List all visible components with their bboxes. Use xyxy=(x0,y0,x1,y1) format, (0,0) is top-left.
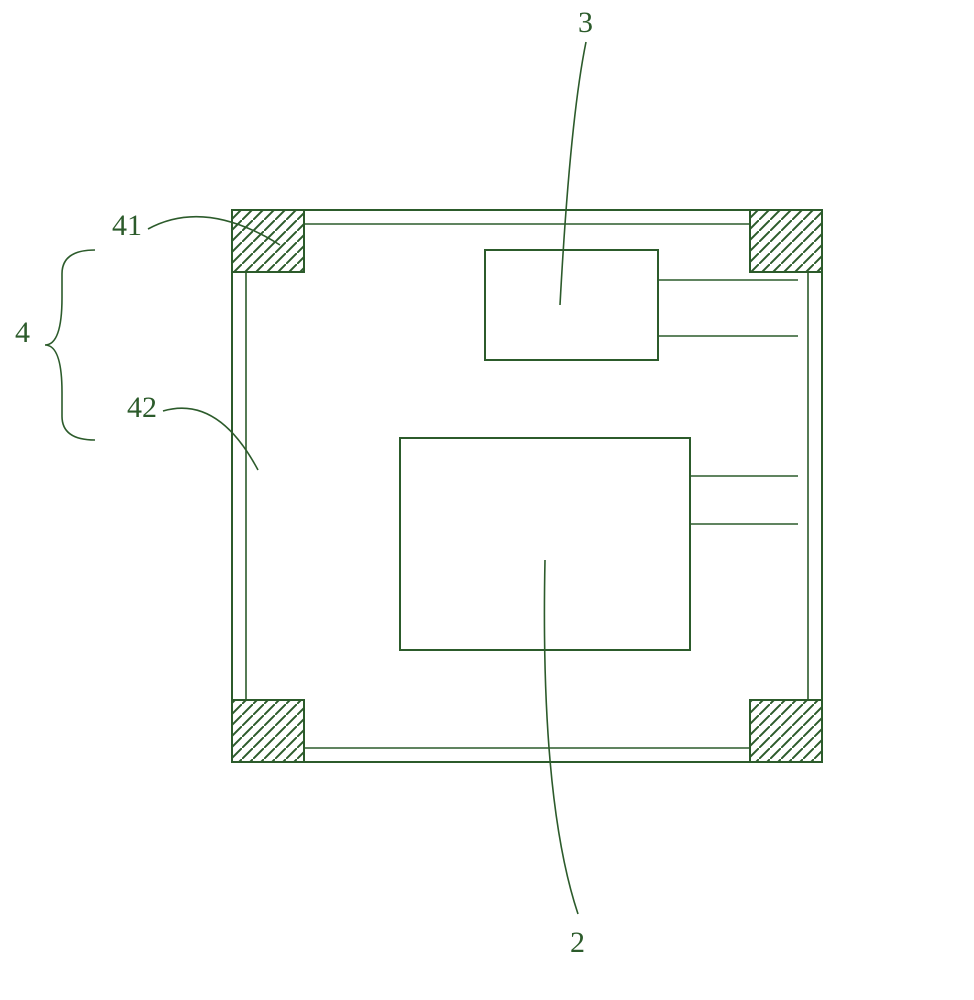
corner-block-1 xyxy=(750,210,822,272)
corner-block-2 xyxy=(232,700,304,762)
leader-3 xyxy=(560,42,586,305)
corner-block-3 xyxy=(750,700,822,762)
brace-4 xyxy=(45,250,95,440)
label-2: 2 xyxy=(570,926,585,960)
box-3 xyxy=(485,250,658,360)
label-42: 42 xyxy=(127,391,157,425)
diagram-svg xyxy=(0,0,974,1000)
label-4: 4 xyxy=(15,316,30,350)
leader-2 xyxy=(544,560,578,914)
corner-block-0 xyxy=(232,210,304,272)
leader-42 xyxy=(163,408,258,470)
label-3: 3 xyxy=(578,6,593,40)
outer-rect xyxy=(232,210,822,762)
label-41: 41 xyxy=(112,209,142,243)
